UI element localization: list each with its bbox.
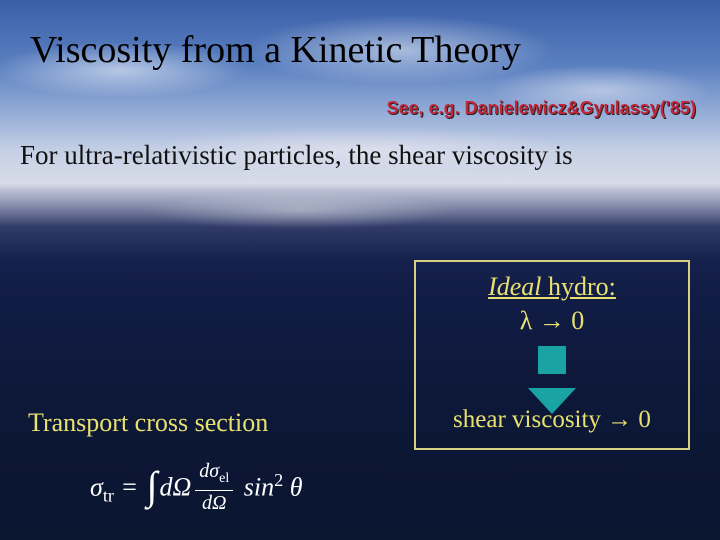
lambda-symbol: λ [520,306,533,335]
integral-symbol: ∫ [147,462,158,509]
body-text: For ultra-relativistic particles, the sh… [20,140,573,170]
d-omega: dΩ [159,472,191,501]
sin: sin [237,472,274,501]
fraction: dσeldΩ [195,460,233,515]
water-reflection-decor [0,190,720,260]
slide-title: Viscosity from a Kinetic Theory [30,28,700,72]
fraction-numerator: dσel [195,460,233,491]
down-arrow [430,346,674,406]
transport-formula: σtr = ∫dΩdσeldΩ sin2 θ [90,462,302,517]
title-text: Viscosity from a Kinetic Theory [30,28,521,72]
slide: Viscosity from a Kinetic Theory See, e.g… [0,0,720,540]
fraction-denominator: dΩ [195,491,233,515]
transport-text: Transport cross section [28,408,268,437]
sigma: σ [90,472,103,501]
arrow-stem [538,346,566,374]
dsigma: dσ [199,460,219,482]
transport-label: Transport cross section [28,408,268,438]
zero-symbol: 0 [571,306,584,335]
arrow-symbol: → [532,306,571,335]
arrow-head [528,388,576,414]
citation-line: See, e.g. Danielewicz&Gyulassy('85) [0,98,696,119]
ideal-label: Ideal [488,272,541,301]
ideal-hydro-box: Ideal hydro: λ → 0 shear viscosity → 0 [414,260,690,450]
equals: = [114,472,145,501]
sin-power: 2 [274,470,283,490]
hydro-label: hydro: [542,272,616,301]
body-line: For ultra-relativistic particles, the sh… [20,140,704,171]
sigma-sub: tr [103,486,114,506]
box-line1: Ideal hydro: [430,272,674,302]
el-sub: el [219,471,229,486]
box-eq: λ → 0 [430,306,674,336]
citation-text: See, e.g. Danielewicz&Gyulassy('85) [387,98,696,118]
theta: θ [283,472,302,501]
